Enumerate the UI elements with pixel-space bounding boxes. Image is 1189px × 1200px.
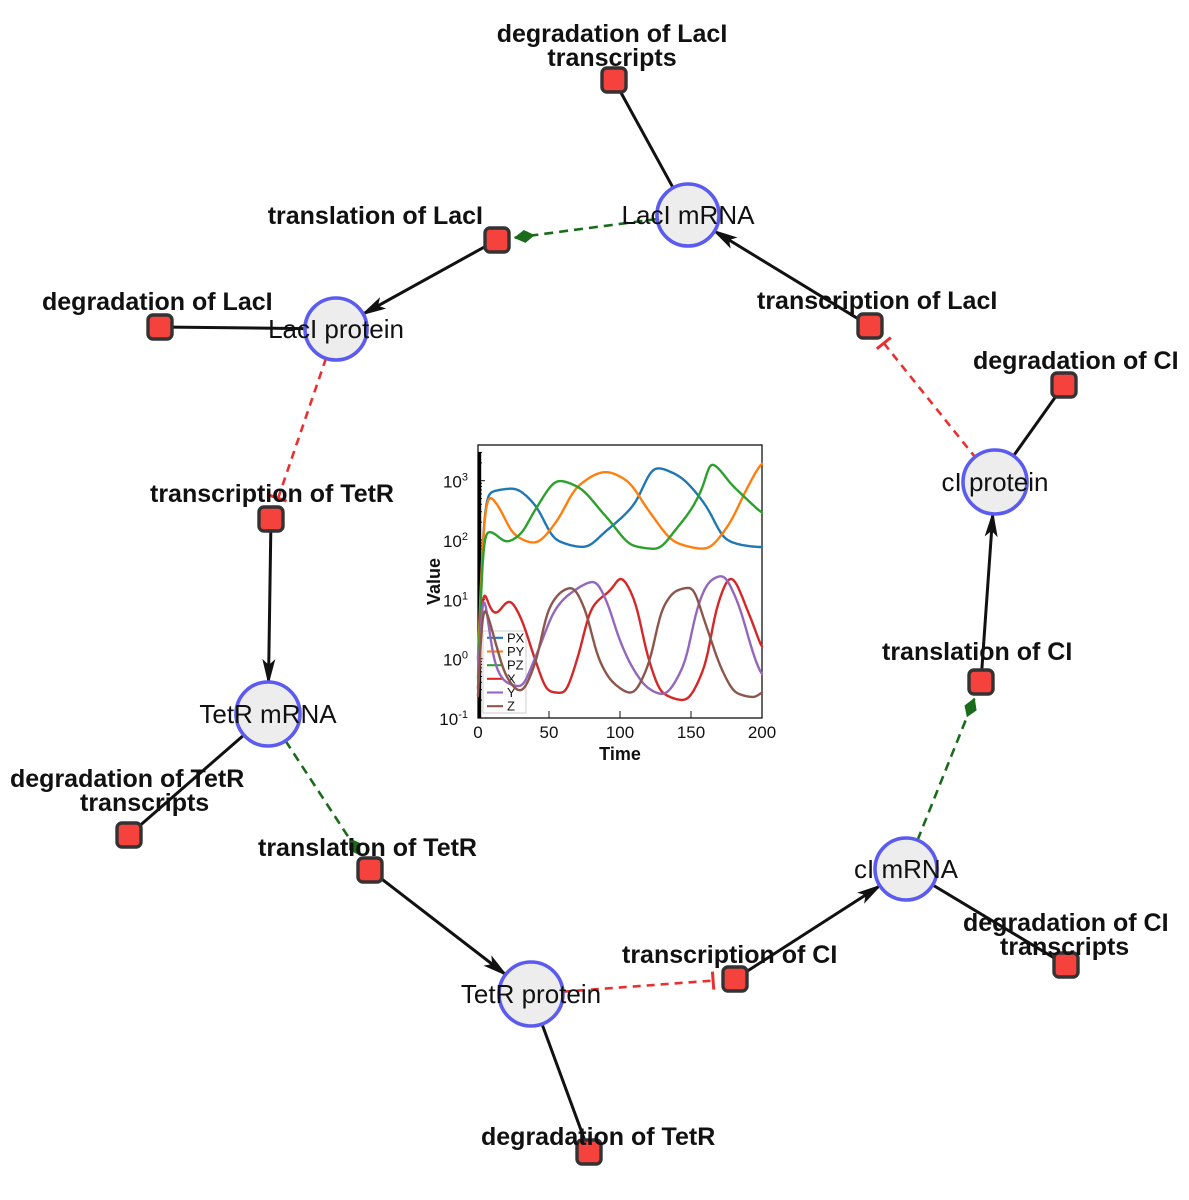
svg-text:Time: Time — [599, 744, 641, 764]
svg-text:transcripts: transcripts — [547, 44, 676, 72]
svg-text:LacI protein: LacI protein — [268, 314, 404, 344]
svg-text:Value: Value — [424, 558, 444, 605]
svg-text:Z: Z — [507, 699, 515, 714]
svg-text:100: 100 — [443, 650, 468, 670]
svg-text:degradation of LacI: degradation of LacI — [42, 288, 273, 316]
svg-text:TetR protein: TetR protein — [461, 979, 601, 1009]
svg-text:transcripts: transcripts — [1000, 933, 1129, 961]
svg-text:103: 103 — [443, 472, 468, 492]
svg-text:transcription of TetR: transcription of TetR — [150, 480, 394, 508]
svg-text:10-1: 10-1 — [439, 709, 468, 729]
svg-text:degradation of CI: degradation of CI — [973, 347, 1179, 375]
svg-text:transcripts: transcripts — [80, 789, 209, 817]
svg-text:0: 0 — [473, 723, 482, 742]
svg-text:101: 101 — [443, 590, 468, 610]
svg-text:translation of TetR: translation of TetR — [258, 834, 477, 862]
svg-text:degradation of TetR: degradation of TetR — [481, 1123, 715, 1151]
svg-text:translation of LacI: translation of LacI — [268, 202, 483, 230]
svg-text:translation of CI: translation of CI — [882, 638, 1072, 666]
svg-text:102: 102 — [443, 531, 468, 551]
svg-text:TetR mRNA: TetR mRNA — [199, 699, 337, 729]
svg-text:LacI mRNA: LacI mRNA — [622, 200, 756, 230]
svg-text:100: 100 — [606, 723, 634, 742]
svg-text:transcription of LacI: transcription of LacI — [757, 287, 997, 315]
svg-text:cI mRNA: cI mRNA — [854, 854, 959, 884]
svg-text:200: 200 — [748, 723, 776, 742]
svg-text:50: 50 — [540, 723, 559, 742]
svg-text:transcription of CI: transcription of CI — [622, 941, 837, 969]
svg-text:cI protein: cI protein — [942, 467, 1049, 497]
svg-text:150: 150 — [677, 723, 705, 742]
